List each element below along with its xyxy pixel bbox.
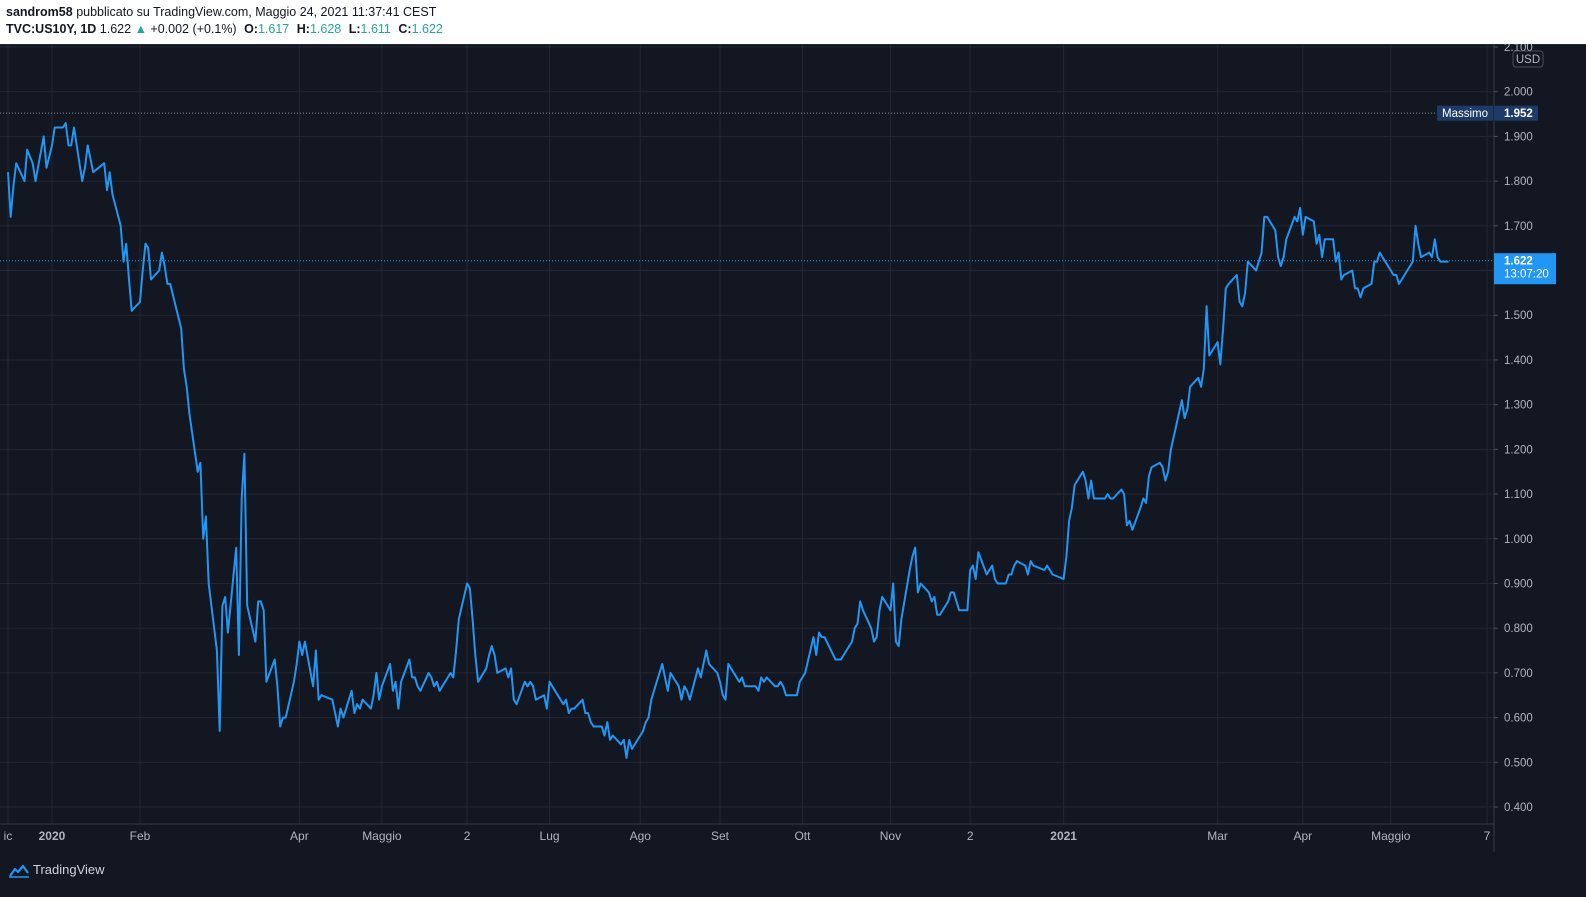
y-tick-label: 2.000 [1504, 87, 1533, 99]
x-tick-label: Ott [794, 829, 811, 843]
time-axis[interactable]: ic 2020 Feb Apr Maggio 2 Lug Ago Set Ott Nov 2 2021 M… [4, 829, 1491, 843]
x-tick-label: Mar [1207, 829, 1228, 843]
x-tick-label: Set [711, 829, 730, 843]
x-tick-label: 2 [464, 829, 471, 843]
x-tick-label: Apr [1293, 829, 1312, 843]
open-value: 1.617 [257, 22, 290, 36]
low-label: L: [348, 22, 361, 36]
ohlc-legend: TVC:US10Y, 1D 1.622 ▲ +0.002 (+0.1%) O:1… [6, 22, 443, 36]
y-tick-label: 1.300 [1504, 400, 1533, 412]
x-tick-label: Maggio [1371, 829, 1411, 843]
x-tick-label: 2 [967, 829, 974, 843]
y-tick-label: 1.500 [1504, 310, 1533, 322]
max-label: Massimo [1442, 108, 1488, 120]
max-label-box [1437, 105, 1493, 121]
y-tick-label: 0.500 [1504, 757, 1533, 769]
publication-info: sandrom58 pubblicato su TradingView.com,… [6, 5, 436, 19]
x-tick-label: Feb [130, 829, 151, 843]
y-tick-label: 0.800 [1504, 623, 1533, 635]
y-tick-label: 1.400 [1504, 355, 1533, 367]
x-tick-label: 7 [1484, 829, 1491, 843]
chart-header: sandrom58 pubblicato su TradingView.com,… [0, 0, 1586, 44]
high-label: H: [296, 22, 310, 36]
price-change: +0.002 (+0.1%) [150, 22, 237, 36]
y-tick-label: 1.100 [1504, 489, 1533, 501]
x-tick-label: Lug [540, 829, 560, 843]
price-chart[interactable]: 2.1002.0001.9001.8001.7001.6001.5001.400… [0, 44, 1586, 852]
y-tick-label: 2.100 [1504, 44, 1533, 54]
x-tick-label: Maggio [362, 829, 402, 843]
published-text: pubblicato su TradingView.com, Maggio 24… [76, 5, 437, 19]
x-tick-label: Ago [630, 829, 652, 843]
current-price-value: 1.622 [1504, 256, 1533, 268]
x-tick-label: ic [4, 829, 13, 843]
low-value: 1.611 [360, 22, 391, 36]
y-tick-label: 0.700 [1504, 668, 1533, 680]
high-value: 1.628 [309, 22, 342, 36]
max-value: 1.952 [1504, 108, 1533, 120]
close-value: 1.622 [411, 22, 443, 36]
brand-name: TradingView [33, 862, 105, 877]
y-tick-label: 1.200 [1504, 444, 1533, 456]
x-tick-label: Nov [880, 829, 901, 843]
tradingview-logo-icon [9, 864, 29, 878]
grid [0, 44, 1494, 824]
last-price: 1.622 [99, 22, 132, 36]
x-tick-label: Apr [290, 829, 309, 843]
current-price-badge: 1.622 13:07:20 [1494, 253, 1556, 285]
y-tick-label: 0.600 [1504, 713, 1533, 725]
max-badge: Massimo 1.952 [1437, 105, 1538, 121]
chart-background [0, 44, 1586, 852]
currency-badge-box [1512, 50, 1544, 68]
y-tick-label: 0.900 [1504, 578, 1533, 590]
open-label: O: [244, 22, 258, 36]
footer: TradingView [0, 852, 1586, 897]
currency-badge[interactable]: USD [1512, 50, 1544, 68]
current-price-box [1494, 253, 1556, 285]
y-tick-label: 0.400 [1504, 802, 1533, 814]
max-value-box [1494, 105, 1538, 121]
y-tick-label: 1.700 [1504, 221, 1533, 233]
series-line [7, 122, 1449, 759]
close-label: C: [398, 22, 412, 36]
symbol-label: TVC:US10Y, 1D [6, 22, 97, 36]
author-name: sandrom58 [6, 5, 73, 19]
x-tick-label: 2021 [1050, 829, 1077, 843]
y-tick-label: 1.900 [1504, 131, 1533, 143]
y-tick-label: 1.000 [1504, 534, 1533, 546]
up-arrow-icon: ▲ [134, 22, 147, 36]
y-tick-label: 1.800 [1504, 176, 1533, 188]
countdown-timer: 13:07:20 [1504, 269, 1549, 281]
x-tick-label: 2020 [39, 829, 66, 843]
currency-label: USD [1516, 54, 1540, 66]
